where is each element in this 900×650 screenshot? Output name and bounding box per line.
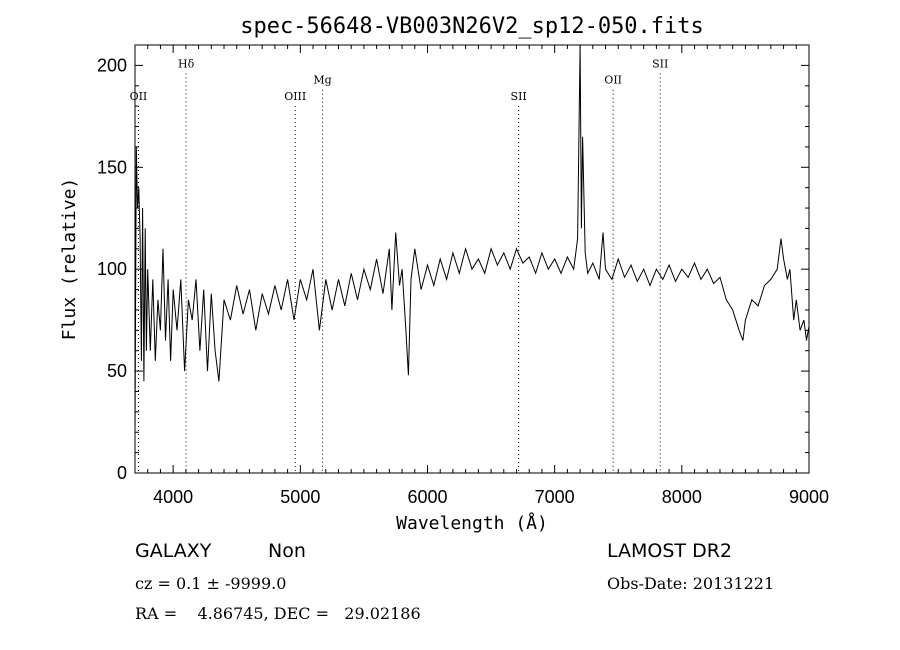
spectrum-line	[134, 44, 810, 433]
annotation-label: SII	[511, 90, 527, 103]
x-tick-label: 4000	[153, 487, 193, 507]
y-axis-label: Flux (relative)	[59, 178, 80, 341]
y-tick-label: 200	[97, 55, 127, 75]
obs-date: Obs-Date: 20131221	[607, 574, 775, 593]
redshift-cz: cz = 0.1 ± -9999.0	[135, 574, 287, 593]
annotation-label: OIII	[284, 90, 306, 103]
x-axis-ticks: 4000 5000 6000 7000 8000 9000	[134, 45, 829, 507]
annotation-label: SII	[652, 57, 668, 70]
y-axis-ticks: 0 50 100 150 200	[97, 44, 809, 483]
x-axis-label: Wavelength (Å)	[396, 512, 548, 534]
object-subclass: Non	[268, 540, 306, 562]
x-tick-label: 8000	[662, 487, 702, 507]
plot-frame	[134, 44, 810, 474]
annotation-label: OII	[130, 90, 148, 103]
object-class: GALAXY	[135, 540, 212, 562]
x-tick-label: 5000	[280, 487, 320, 507]
coordinates: RA = 4.86745, DEC = 29.02186	[135, 604, 421, 623]
x-tick-label: 9000	[789, 487, 829, 507]
annotation-label: Mg	[313, 74, 331, 87]
x-tick-label: 7000	[535, 487, 575, 507]
x-tick-label: 6000	[407, 487, 447, 507]
y-tick-label: 50	[107, 361, 127, 381]
annotation-label: OII	[604, 74, 622, 87]
y-tick-label: 150	[97, 157, 127, 177]
annotation-label: Hδ	[178, 57, 195, 70]
chart-title: spec-56648-VB003N26V2_sp12-050.fits	[240, 14, 704, 39]
line-annotations: OII Hδ OIII Mg SII OII SII	[130, 57, 668, 473]
y-tick-label: 0	[117, 463, 127, 483]
survey-name: LAMOST DR2	[607, 540, 732, 562]
y-tick-label: 100	[97, 259, 127, 279]
